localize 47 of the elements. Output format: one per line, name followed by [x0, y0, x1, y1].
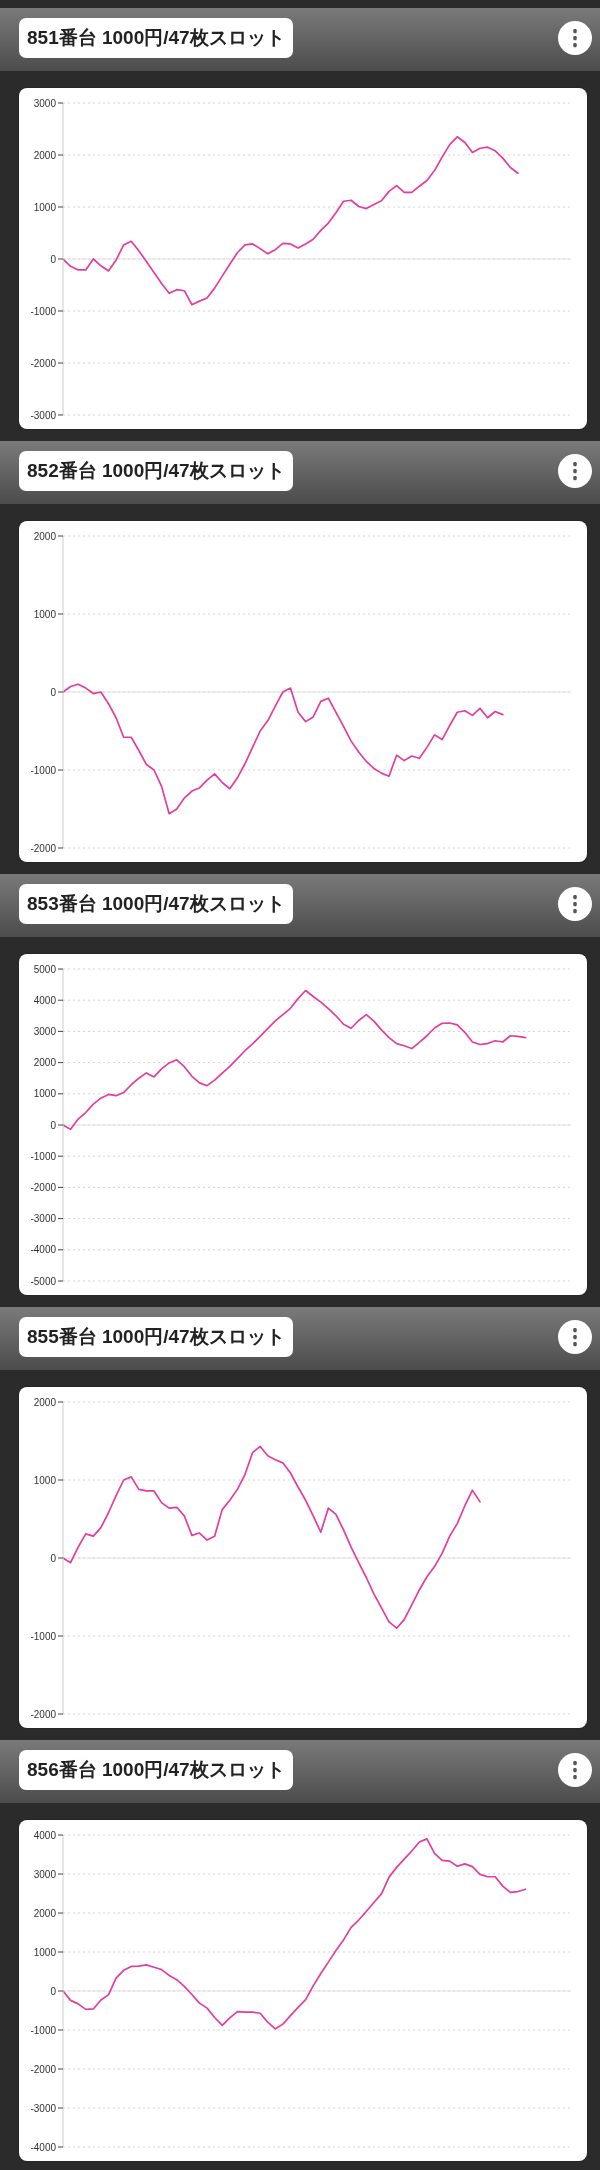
y-tick-label: 4000 — [33, 1829, 57, 1841]
y-tick-label: 3000 — [33, 1868, 57, 1880]
y-tick-label: -2000 — [30, 357, 57, 369]
y-tick-label: 4000 — [33, 994, 57, 1006]
y-tick-label: 3000 — [33, 97, 57, 109]
line-series — [63, 683, 504, 815]
chart-title: 852番台 1000円/47枚スロット — [27, 459, 285, 483]
y-tick-label: 0 — [50, 253, 57, 265]
y-tick-label: -1000 — [30, 764, 57, 776]
y-tick-label: 0 — [50, 1985, 57, 1997]
y-tick-label: -4000 — [30, 1244, 57, 1256]
y-tick-label: 0 — [50, 1119, 57, 1131]
y-tick-label: -1000 — [30, 1150, 57, 1162]
y-tick-label: 2000 — [33, 1396, 57, 1408]
y-tick-label: -5000 — [30, 1275, 57, 1287]
line-series — [63, 1445, 481, 1630]
line-series — [63, 1838, 527, 2030]
y-tick-label: 1000 — [33, 608, 57, 620]
y-tick-label: 1000 — [33, 1946, 57, 1958]
y-tick-label: 1000 — [33, 201, 57, 213]
y-tick-label: 0 — [50, 1552, 57, 1564]
chart-title: 853番台 1000円/47枚スロット — [27, 892, 285, 916]
y-tick-label: 1000 — [33, 1088, 57, 1100]
y-tick-label: -3000 — [30, 409, 57, 421]
y-tick-label: -1000 — [30, 305, 57, 317]
y-tick-label: 2000 — [33, 149, 57, 161]
chart-title: 856番台 1000円/47枚スロット — [27, 1758, 285, 1782]
y-tick-label: 0 — [50, 686, 57, 698]
line-series — [63, 989, 527, 1131]
y-tick-label: 2000 — [33, 530, 57, 542]
y-tick-label: -2000 — [30, 1181, 57, 1193]
y-tick-label: -2000 — [30, 842, 57, 854]
y-tick-label: 2000 — [33, 1907, 57, 1919]
y-tick-label: 3000 — [33, 1025, 57, 1037]
y-tick-label: -1000 — [30, 1630, 57, 1642]
y-tick-label: -1000 — [30, 2024, 57, 2036]
y-tick-label: -4000 — [30, 2141, 57, 2153]
y-tick-label: 2000 — [33, 1057, 57, 1069]
chart-title: 855番台 1000円/47枚スロット — [27, 1325, 285, 1349]
y-tick-label: 1000 — [33, 1474, 57, 1486]
line-series — [63, 135, 519, 306]
y-tick-label: -3000 — [30, 2102, 57, 2114]
y-tick-label: 5000 — [33, 963, 57, 975]
chart-title: 851番台 1000円/47枚スロット — [27, 26, 285, 50]
y-tick-label: -2000 — [30, 2063, 57, 2075]
y-tick-label: -2000 — [30, 1708, 57, 1720]
y-tick-label: -3000 — [30, 1213, 57, 1225]
